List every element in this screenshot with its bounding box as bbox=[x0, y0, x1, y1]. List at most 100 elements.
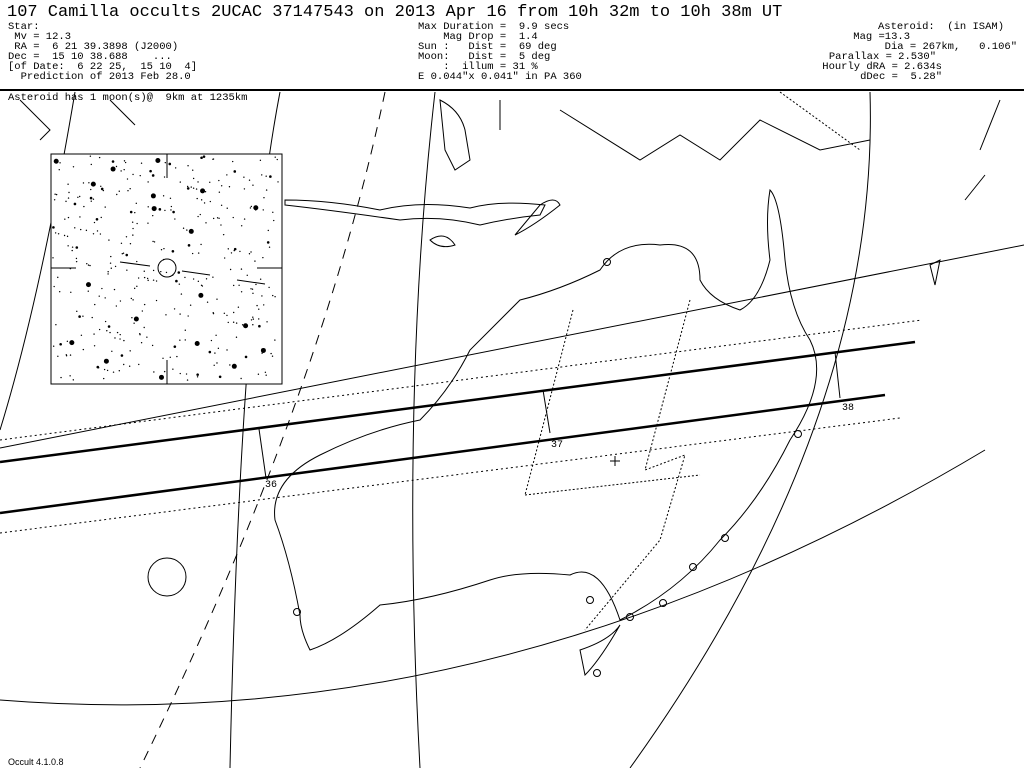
star-dot bbox=[258, 318, 260, 320]
star-dot bbox=[118, 190, 120, 192]
star-dot bbox=[85, 282, 91, 288]
satellite-path bbox=[139, 91, 386, 768]
star-dot bbox=[233, 170, 237, 173]
star-dot bbox=[133, 287, 136, 290]
star-dot bbox=[192, 187, 195, 189]
star-dot bbox=[147, 181, 149, 183]
star-dot bbox=[88, 182, 90, 184]
star-dot bbox=[53, 199, 56, 201]
star-dot bbox=[52, 226, 55, 229]
star-dot bbox=[100, 185, 102, 187]
star-dot bbox=[140, 162, 143, 164]
shadow-path-south bbox=[0, 393, 886, 515]
star-dot bbox=[255, 283, 257, 286]
star-dot bbox=[121, 253, 123, 255]
star-dot bbox=[248, 253, 251, 255]
star-dot bbox=[103, 358, 109, 364]
star-dot bbox=[262, 209, 264, 211]
star-dot bbox=[130, 297, 133, 300]
star-dot bbox=[223, 312, 226, 315]
star-dot bbox=[190, 186, 192, 188]
max-duration: Max Duration = 9.9 secs bbox=[418, 21, 570, 33]
star-dot bbox=[218, 375, 222, 379]
star-dot bbox=[67, 183, 69, 185]
star-dot bbox=[226, 207, 228, 209]
star-dot bbox=[119, 338, 121, 340]
star-dot bbox=[53, 158, 59, 164]
star-dot bbox=[243, 176, 245, 178]
star-dot bbox=[116, 331, 119, 334]
coastline-islands bbox=[284, 199, 546, 226]
star-dot bbox=[146, 336, 148, 338]
star-dot bbox=[111, 350, 113, 352]
star-dot bbox=[73, 202, 77, 206]
star-dot bbox=[66, 340, 69, 343]
star-dot bbox=[132, 299, 134, 301]
star-dot bbox=[226, 174, 228, 176]
parallax: Parallax = 2.530" bbox=[828, 51, 936, 63]
star-dot bbox=[100, 187, 104, 191]
star-dot bbox=[262, 256, 264, 259]
star-dot bbox=[143, 270, 145, 272]
star-dot bbox=[264, 371, 267, 373]
star-dot bbox=[270, 352, 272, 355]
star-dot bbox=[179, 313, 181, 315]
star-dot bbox=[106, 330, 108, 332]
star-dot bbox=[202, 155, 206, 158]
star-dot bbox=[170, 205, 173, 208]
star-dot bbox=[93, 345, 96, 347]
star-dot bbox=[179, 181, 181, 183]
star-dot bbox=[198, 292, 204, 298]
star-dot bbox=[123, 363, 125, 366]
star-dot bbox=[218, 191, 221, 193]
star-dot bbox=[261, 174, 263, 176]
star-dot bbox=[64, 218, 66, 220]
star-mv: Mv = 12.3 bbox=[8, 31, 72, 43]
star-dot bbox=[268, 246, 271, 248]
star-dot bbox=[119, 300, 122, 302]
star-dot bbox=[146, 277, 149, 280]
star-dot bbox=[75, 260, 78, 263]
star-dot bbox=[249, 207, 252, 209]
star-dot bbox=[160, 270, 162, 273]
star-dot bbox=[235, 322, 238, 324]
star-dot bbox=[129, 243, 132, 245]
star-dec: Dec = 15 10 38.688 ... bbox=[8, 51, 172, 63]
asteroid-diameter: Dia = 267km, 0.106" bbox=[884, 41, 1017, 53]
star-dot bbox=[182, 227, 185, 229]
star-dot bbox=[89, 155, 92, 157]
star-dot bbox=[124, 161, 127, 164]
star-dot bbox=[253, 205, 259, 211]
star-dot bbox=[132, 234, 134, 236]
star-dot bbox=[136, 222, 138, 225]
moon-illumination: : illum = 31 % bbox=[418, 61, 538, 73]
star-dot bbox=[90, 163, 92, 166]
coastline-mainland bbox=[274, 188, 818, 651]
star-dot bbox=[114, 337, 116, 339]
star-dot bbox=[95, 217, 99, 221]
star-dot bbox=[116, 193, 118, 196]
star-dot bbox=[220, 185, 223, 187]
star-dot bbox=[67, 216, 70, 219]
coastline-island bbox=[429, 235, 456, 248]
star-dot bbox=[172, 210, 175, 214]
star-dot bbox=[109, 262, 112, 264]
star-dot bbox=[69, 340, 75, 346]
star-dot bbox=[162, 357, 164, 359]
star-dot bbox=[87, 264, 90, 266]
star-dot bbox=[55, 323, 57, 326]
star-dot bbox=[235, 336, 238, 338]
star-dot bbox=[97, 367, 100, 369]
star-dot bbox=[69, 375, 71, 377]
star-dot bbox=[248, 179, 251, 181]
star-dot bbox=[240, 291, 243, 293]
error-ellipse: E 0.044"x 0.041" in PA 360 bbox=[418, 71, 582, 83]
star-dot bbox=[232, 216, 234, 219]
star-dot bbox=[82, 315, 84, 317]
star-dot bbox=[135, 202, 137, 205]
star-dot bbox=[153, 241, 156, 243]
star-dot bbox=[164, 161, 167, 164]
star-dot bbox=[163, 370, 166, 373]
path-limit bbox=[284, 92, 300, 768]
star-dot bbox=[128, 365, 131, 367]
